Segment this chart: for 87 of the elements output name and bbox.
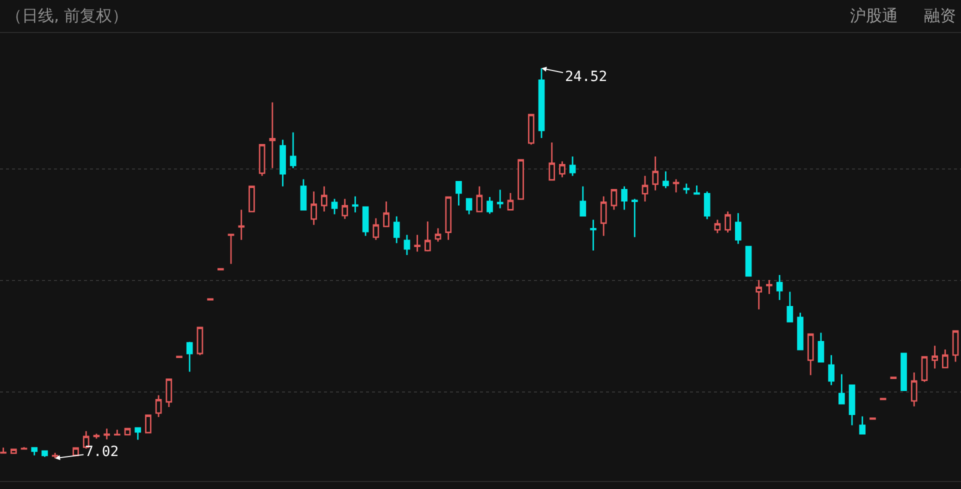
candlestick (42, 450, 48, 458)
candlestick (310, 190, 317, 226)
candlestick (848, 384, 856, 426)
candlestick (104, 428, 110, 440)
candlestick (590, 219, 596, 252)
candlestick (932, 345, 938, 370)
candlestick (756, 279, 762, 310)
candlestick (342, 198, 348, 220)
candlestick (776, 274, 783, 301)
candlestick (569, 156, 576, 177)
candlestick (818, 332, 824, 363)
candlestick (10, 448, 17, 454)
candlestick (228, 233, 234, 265)
candlestick (445, 196, 452, 241)
candlestick (383, 200, 390, 228)
candlestick (528, 113, 534, 146)
candlestick (404, 234, 410, 256)
candlestick (372, 218, 380, 241)
candlestick (207, 298, 214, 301)
candlestick (518, 158, 524, 200)
candlestick (786, 291, 794, 324)
candlestick (186, 341, 193, 372)
candlestick (600, 196, 607, 237)
candlestick (807, 332, 814, 376)
candlestick (476, 186, 483, 213)
candlestick (694, 184, 700, 195)
annotation: 24.52 (565, 69, 608, 85)
candlestick (176, 355, 182, 358)
candlestick (300, 178, 307, 211)
candlestick (704, 190, 710, 220)
candlestick (31, 446, 38, 456)
candlestick (621, 186, 628, 210)
candlestick (766, 279, 772, 295)
candlestick (838, 374, 845, 405)
candlestick (507, 192, 514, 211)
candlestick (196, 326, 204, 356)
candlestick (434, 228, 442, 242)
chart-subtitle: （日线, 前复权） (6, 6, 128, 25)
text: 沪股通 (850, 6, 898, 25)
candlestick (797, 312, 804, 351)
candlestick (486, 196, 493, 214)
candlestick (548, 142, 556, 182)
candlestick (580, 186, 586, 217)
candlestick (424, 220, 431, 252)
candlestick (662, 170, 669, 189)
candlestick (218, 268, 224, 271)
candlestick (238, 209, 245, 241)
candlestick (258, 144, 266, 177)
candlestick (610, 188, 618, 210)
candlestick (900, 352, 907, 392)
candlestick (942, 348, 948, 369)
candlestick (290, 132, 296, 169)
text: 融资 (924, 6, 956, 25)
candlestick (652, 156, 659, 192)
candlestick (321, 186, 328, 212)
candlestick (683, 182, 690, 194)
candlestick (714, 219, 721, 234)
candlestick (632, 198, 638, 238)
candlestick (114, 429, 120, 436)
candlestick (496, 188, 504, 209)
candlestick (352, 196, 358, 214)
candlestick (724, 210, 731, 234)
candlestick (248, 185, 255, 213)
candlestick (166, 378, 172, 408)
candlestick (910, 372, 918, 408)
candlestick (331, 198, 338, 215)
candlestick (414, 234, 420, 252)
candlestick (269, 102, 276, 169)
candlestick (393, 216, 400, 244)
candlestick (745, 245, 752, 278)
candlestick (124, 427, 131, 436)
candlestick (859, 416, 866, 435)
candlestick (362, 206, 369, 237)
candlestick (559, 160, 566, 178)
candlestick (280, 139, 286, 188)
candlestick (642, 175, 648, 202)
candlestick (145, 414, 152, 434)
annotation: 7.02 (85, 444, 119, 460)
candlestick (890, 376, 897, 380)
candlestick (921, 356, 928, 383)
candlestick (735, 212, 742, 245)
candlestick (155, 394, 162, 418)
candlestick (466, 198, 472, 215)
candlestick (134, 426, 142, 440)
candlestick (828, 354, 834, 386)
candlestick (456, 180, 462, 206)
candlestick (672, 178, 680, 194)
